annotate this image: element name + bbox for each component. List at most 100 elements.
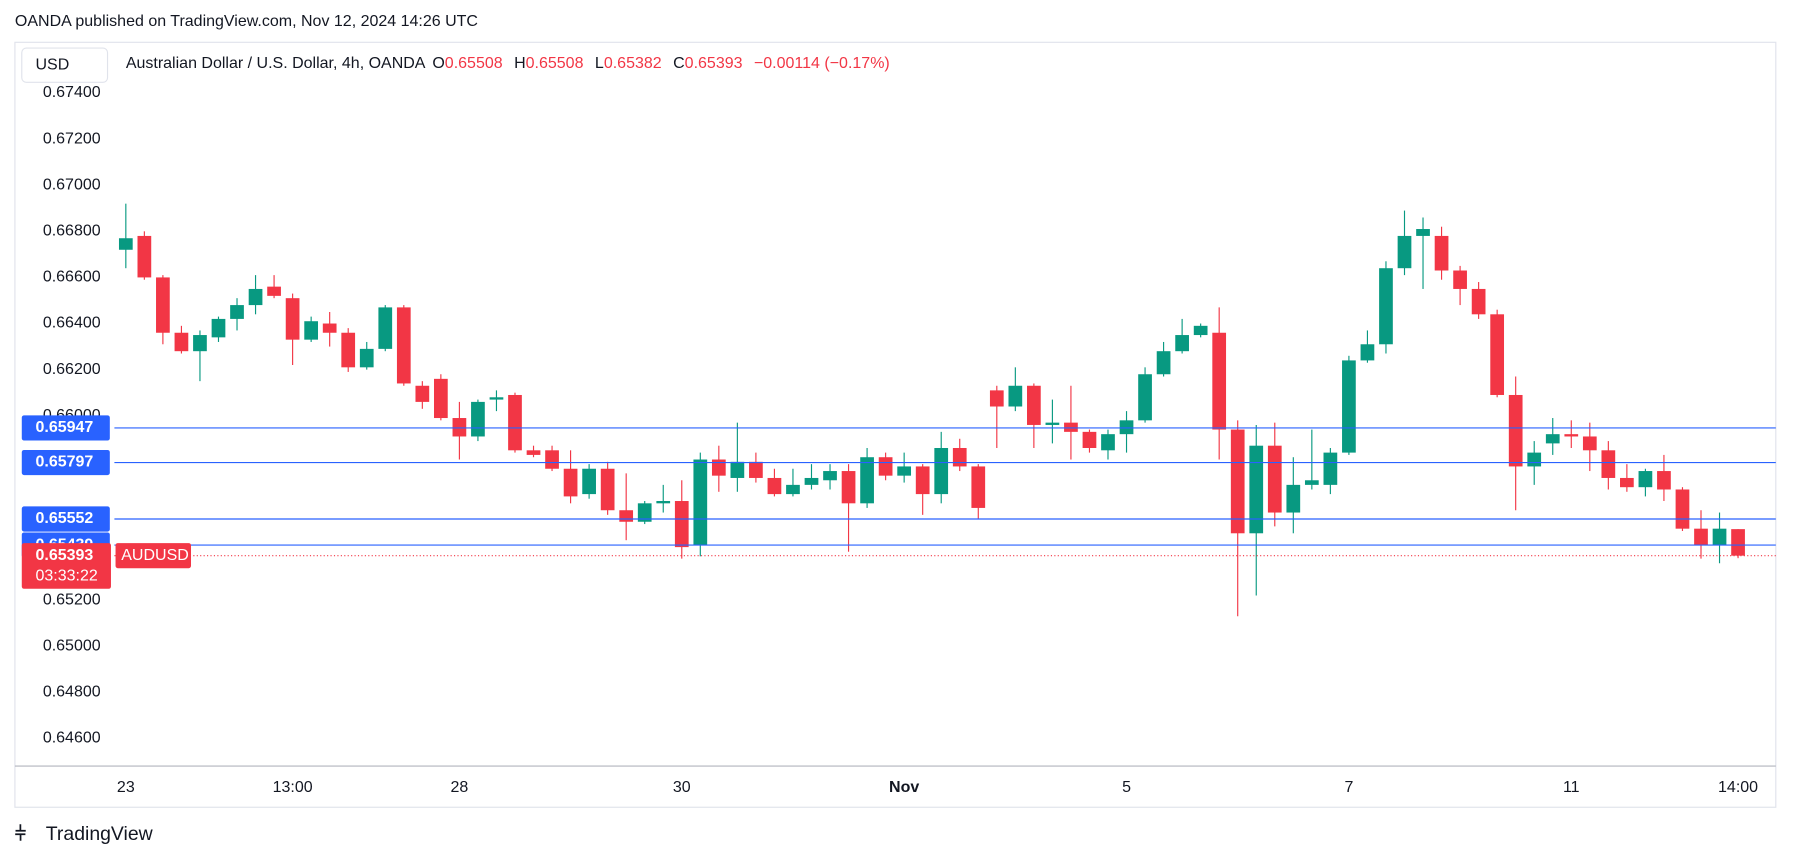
plot: 0.67400 0.67200 0.67000 0.66800 0.66600 0.664…: [43, 84, 1776, 796]
symbol-label: AUDUSD: [121, 547, 189, 564]
y-tick-label: 0.67400: [43, 84, 101, 101]
candle-body: [1138, 374, 1152, 421]
candle-body: [1379, 268, 1393, 345]
candle-body: [1175, 335, 1189, 352]
candle-body: [674, 501, 689, 548]
candle-body: [248, 288, 263, 306]
candle-body: [211, 318, 226, 338]
candle-body: [563, 468, 578, 497]
candle-body: [693, 459, 708, 545]
legend-item: 0.65508: [445, 55, 503, 72]
candle-body: [156, 277, 170, 333]
candle-body: [1582, 436, 1597, 451]
candle-body: [1323, 452, 1338, 485]
candle-body: [359, 348, 374, 368]
candle-body: [1601, 450, 1616, 478]
price-line-label: 0.65947: [36, 419, 94, 436]
candle-body: [1731, 529, 1745, 556]
candle-body: [545, 450, 559, 469]
last-price-label: 0.65393: [36, 547, 94, 564]
candle-body: [1082, 431, 1097, 448]
candle-body: [934, 447, 949, 495]
currency-button[interactable]: [21, 47, 109, 83]
candle-body: [656, 501, 671, 504]
candle-body: [749, 461, 763, 478]
candle-body: [952, 447, 967, 467]
candle-body: [1008, 385, 1023, 407]
candle-body: [1545, 434, 1560, 444]
y-tick-label: 0.66600: [43, 269, 101, 286]
x-tick-label: 11: [1563, 779, 1580, 796]
x-tick-label: 5: [1122, 779, 1131, 796]
candle-body: [1712, 528, 1727, 545]
candle-body: [860, 457, 874, 504]
candle-body: [1064, 422, 1078, 432]
x-tick-label: 23: [117, 779, 135, 796]
symbol-tag: [115, 543, 192, 569]
candle-body: [471, 401, 485, 437]
candle-body: [285, 298, 300, 340]
candle-body: [1212, 332, 1227, 430]
candle-body: [1620, 477, 1634, 488]
candle-body: [1416, 229, 1430, 236]
candle-body: [193, 335, 207, 352]
candle-body: [1230, 429, 1245, 534]
candle-body: [1342, 360, 1356, 453]
footer-logo: ⫩ TradingView: [15, 823, 154, 845]
candle-body: [619, 510, 634, 522]
candle-body: [915, 466, 930, 495]
candle-body: [174, 332, 189, 352]
candle-body: [267, 286, 281, 296]
candle-body: [1508, 394, 1523, 467]
x-tick-label: 30: [673, 779, 691, 796]
candle-body: [1119, 420, 1134, 435]
candle-body: [1360, 344, 1375, 361]
legend-item: O: [432, 55, 444, 72]
y-tick-label: 0.65000: [43, 637, 101, 654]
candle-body: [1434, 235, 1449, 271]
candle-body: [804, 477, 819, 485]
legend-item: −0.00114 (−0.17%): [754, 55, 890, 72]
candle-body: [526, 450, 541, 455]
candle-body: [396, 307, 411, 384]
candle-body: [1156, 351, 1171, 375]
candle-body: [322, 323, 337, 333]
candle-body: [1694, 528, 1708, 545]
candle-body: [1193, 325, 1208, 336]
candle-body: [1638, 471, 1653, 488]
candle-body: [1101, 434, 1115, 451]
chart-frame: [14, 41, 1777, 808]
candle-body: [1471, 288, 1486, 315]
candle-body: [600, 468, 615, 511]
last-price-tag: [21, 543, 111, 589]
legend-item: C: [673, 55, 685, 72]
legend-item: 0.65508: [526, 55, 584, 72]
candle-body: [841, 471, 856, 504]
candle-body: [989, 390, 1004, 407]
candle-body: [1527, 452, 1542, 467]
candle-body: [508, 394, 522, 451]
currency-label: USD: [36, 56, 70, 73]
candle-body: [118, 238, 133, 250]
legend-item: Australian Dollar / U.S. Dollar, 4h, OAN…: [126, 55, 426, 72]
candle-body: [1453, 270, 1467, 289]
price-line-label: 0.65552: [36, 510, 94, 527]
candle-body: [711, 459, 726, 476]
publisher-line: OANDA published on TradingView.com, Nov …: [15, 13, 478, 30]
candle-body: [730, 461, 745, 478]
candle-body: [1564, 434, 1579, 437]
candle-body: [1267, 445, 1282, 513]
candle-body: [1490, 314, 1505, 395]
candle-body: [582, 468, 596, 495]
candle-body: [452, 418, 467, 437]
candle-body: [1304, 480, 1319, 485]
candle-body: [1027, 385, 1041, 425]
y-tick-label: 0.64800: [43, 684, 101, 701]
y-tick-label: 0.67000: [43, 176, 101, 193]
candle-body: [1397, 235, 1412, 269]
y-tick-label: 0.65200: [43, 591, 101, 608]
candle-body: [767, 477, 782, 495]
price-line-tag: [21, 506, 110, 532]
